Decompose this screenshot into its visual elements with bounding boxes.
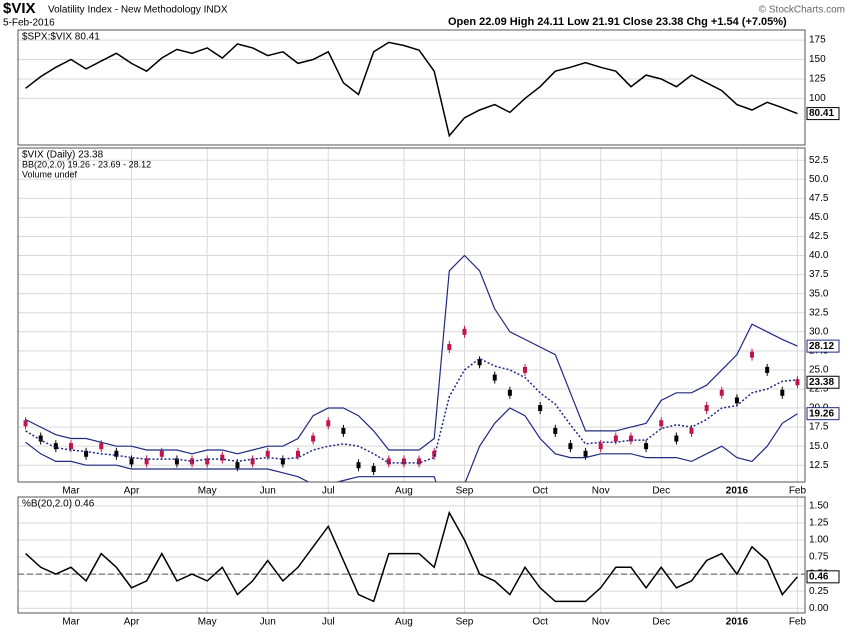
y-tick-label: 50.0: [809, 174, 829, 185]
x-tick-label: May: [198, 486, 217, 497]
x-tick-label: Feb: [789, 617, 807, 628]
last-value-box: [806, 570, 840, 584]
y-tick-label: 17.5: [809, 422, 829, 433]
x-tick-label: Aug: [395, 617, 413, 628]
y-tick-label: 35.0: [809, 288, 829, 299]
last-value-box: [806, 339, 840, 353]
plot-area: [23, 254, 800, 482]
x-tick-label: Nov: [592, 486, 610, 497]
y-tick-label: 22.5: [809, 384, 829, 395]
series-line: [25, 254, 798, 455]
y-tick-label: 0.00: [809, 603, 829, 614]
x-tick-label: Mar: [62, 486, 80, 497]
x-tick-label: Aug: [395, 486, 413, 497]
y-tick-label: 175: [809, 35, 826, 46]
y-tick-label: 1.00: [809, 535, 829, 546]
legend-entry: %B(20,2.0) 0.46: [22, 499, 95, 510]
x-tick-label: Jul: [322, 486, 335, 497]
y-tick-label: 125: [809, 74, 826, 85]
last-value-box: [806, 407, 840, 421]
y-tick-label: 15.0: [809, 441, 829, 452]
y-tick-label: 47.5: [809, 193, 829, 204]
panel-frame: [17, 147, 806, 483]
x-tick-label: Oct: [532, 617, 548, 628]
symbol: $VIX: [3, 0, 36, 17]
y-tick-label: 40.0: [809, 250, 829, 261]
y-tick-label: 32.5: [809, 307, 829, 318]
date: 5-Feb-2016: [3, 18, 55, 29]
last-value-label: 28.12: [809, 341, 834, 352]
plot-area: [25, 41, 798, 138]
series-line: [25, 510, 798, 603]
y-tick-label: 45.0: [809, 212, 829, 223]
x-tick-label: Apr: [124, 617, 140, 628]
last-value-box: [806, 375, 840, 389]
y-tick-label: 52.5: [809, 155, 829, 166]
series-line: [25, 41, 798, 138]
y-tick-label: 1.50: [809, 501, 829, 512]
x-tick-label: Dec: [652, 486, 670, 497]
x-tick-label: Apr: [124, 486, 140, 497]
last-value-label: 80.41: [809, 108, 834, 119]
symbol-name: Volatility Index - New Methodology INDX: [48, 5, 228, 16]
x-tick-label: Feb: [789, 486, 807, 497]
last-value-label: 0.46: [809, 571, 829, 582]
last-value-label: 23.38: [809, 377, 834, 388]
y-tick-label: 100: [809, 93, 826, 104]
y-tick-label: 0.75: [809, 552, 829, 563]
last-value-label: 19.26: [809, 408, 834, 419]
x-tick-label: Jun: [260, 486, 276, 497]
legend-entry: $VIX (Daily) 23.38: [22, 150, 104, 161]
y-tick-label: 30.0: [809, 326, 829, 337]
plot-area: [25, 510, 798, 603]
y-tick-label: 25.0: [809, 365, 829, 376]
x-tick-label: Jun: [260, 617, 276, 628]
x-tick-label: Sep: [456, 486, 474, 497]
x-tick-label: Sep: [456, 617, 474, 628]
x-tick-label: May: [198, 617, 217, 628]
y-tick-label: 1.25: [809, 518, 829, 529]
x-tick-label: 2016: [726, 617, 749, 628]
quote: Open 22.09 High 24.11 Low 21.91 Close 23…: [448, 16, 787, 28]
legend-entry: Volume undef: [22, 169, 78, 179]
x-tick-label: Nov: [592, 617, 610, 628]
panel-frame: [17, 496, 806, 614]
legend-entry: $SPX:$VIX 80.41: [22, 32, 100, 43]
x-tick-label: Oct: [532, 486, 548, 497]
series-line: [25, 357, 798, 464]
y-tick-label: 42.5: [809, 231, 829, 242]
x-tick-label: Jul: [322, 617, 335, 628]
legend-entry: BB(20,2.0) 19.26 - 23.69 - 28.12: [22, 159, 151, 169]
x-tick-label: Dec: [652, 617, 670, 628]
y-tick-label: 150: [809, 54, 826, 65]
last-value-box: [806, 107, 840, 121]
y-tick-label: 37.5: [809, 269, 829, 280]
panel-frame: [17, 29, 806, 146]
y-tick-label: 12.5: [809, 460, 829, 471]
credit: © StockCharts.com: [759, 5, 845, 16]
y-tick-label: 0.25: [809, 586, 829, 597]
x-tick-label: 2016: [726, 486, 749, 497]
x-tick-label: Mar: [62, 617, 80, 628]
series-line: [25, 407, 798, 482]
